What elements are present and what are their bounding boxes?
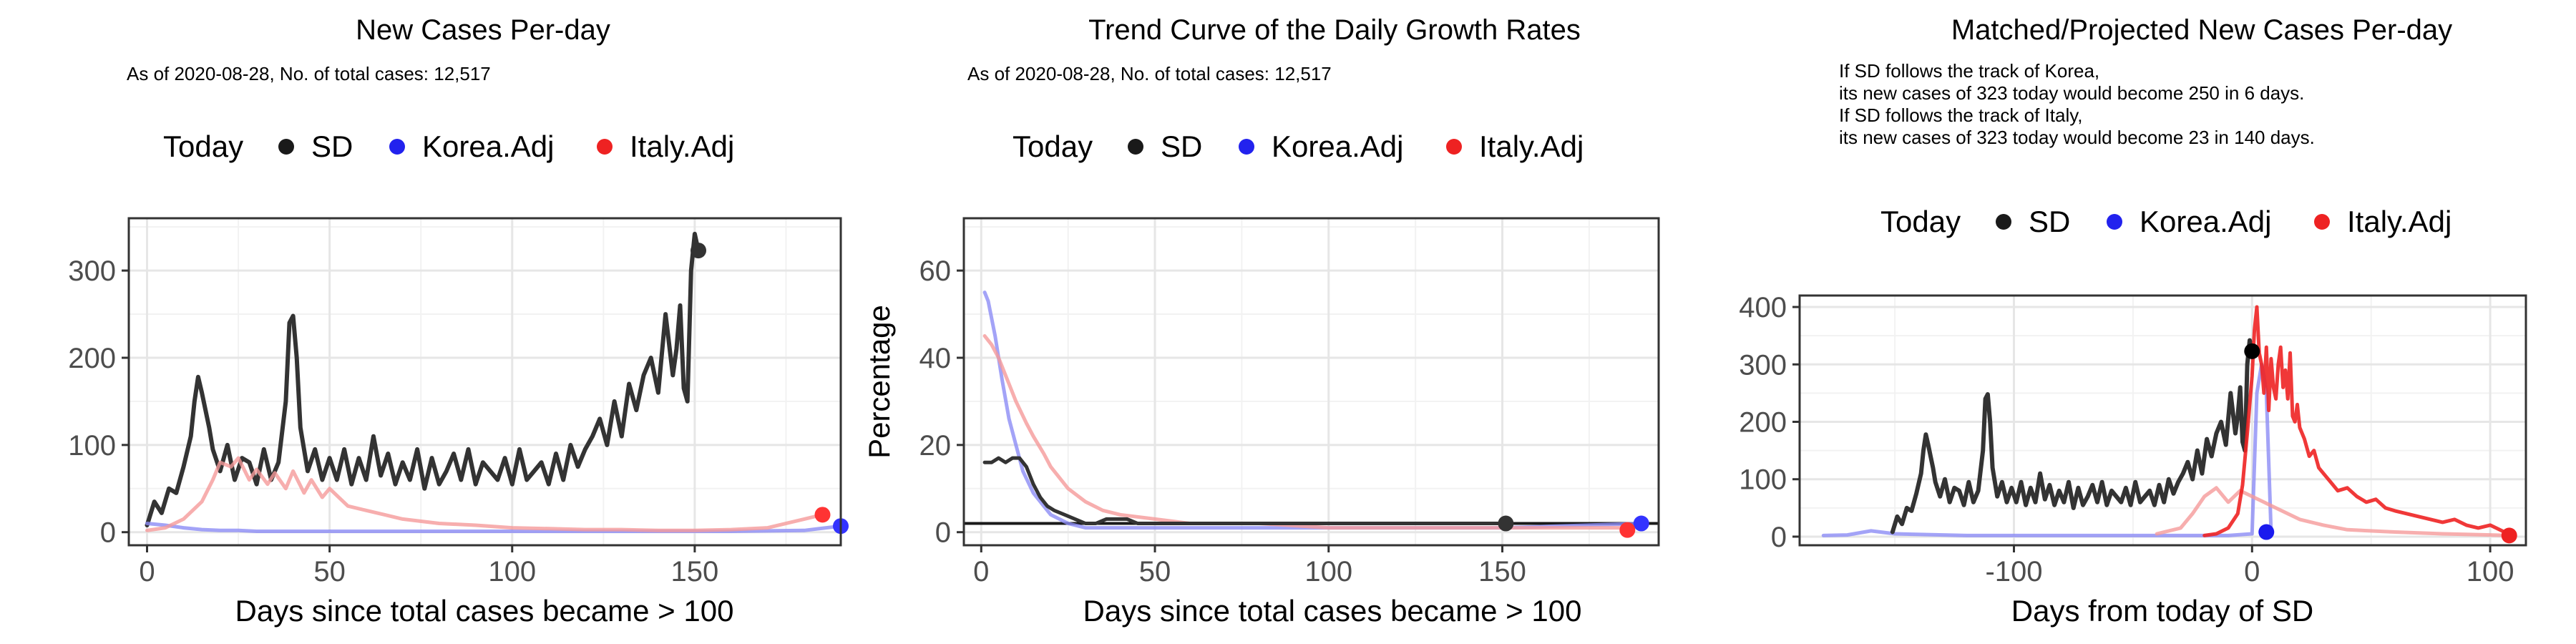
today-point-korea-adj [1633, 515, 1649, 532]
x-tick-label: 100 [2467, 556, 2514, 587]
legend-title: Today [163, 130, 243, 163]
x-tick-label: 150 [1478, 556, 1526, 587]
legend-label: Italy.Adj [630, 130, 734, 163]
x-tick-label: 0 [973, 556, 989, 587]
legend-label: SD [311, 130, 353, 163]
y-tick-label: 0 [935, 517, 951, 549]
plot-background [964, 218, 1659, 545]
plot-border [1798, 294, 2527, 547]
y-tick-label: 200 [1739, 407, 1787, 439]
plot-border [962, 217, 1660, 547]
series-group [982, 291, 1644, 530]
x-tick-label: 100 [1304, 556, 1352, 587]
y-tick-label: 400 [1739, 292, 1787, 323]
legend-label: SD [2029, 205, 2070, 238]
legend-key-korea-adj [2107, 214, 2122, 230]
legend-label: Korea.Adj [2140, 205, 2271, 238]
chart-panel-2: Trend Curve of the Daily Growth Rates As … [862, 14, 1660, 628]
today-point-italy-adj [2501, 527, 2517, 544]
chart-subtitle-line: As of 2020-08-28, No. of total cases: 12… [967, 63, 1332, 84]
series-line-sd [1890, 338, 2255, 535]
chart-subtitle-line: As of 2020-08-28, No. of total cases: 12… [127, 63, 491, 84]
chart-subtitle-line: If SD follows the track of Korea, [1839, 60, 2099, 82]
chart-subtitle-line: its new cases of 323 today would become … [1839, 127, 2315, 148]
grid-lines [1800, 296, 2526, 545]
today-point-sd [691, 243, 706, 259]
series-line-italy-adj [982, 334, 1626, 530]
today-point-italy-adj [814, 507, 831, 523]
plot-background [129, 218, 841, 545]
grid-lines [964, 218, 1659, 545]
x-tick-label: 150 [671, 556, 719, 587]
y-tick-label: 0 [1771, 522, 1787, 553]
y-tick-label: 100 [68, 430, 116, 462]
legend-label: Korea.Adj [1272, 130, 1403, 163]
today-point-sd [2244, 343, 2260, 359]
y-tick-label: 0 [100, 517, 116, 549]
x-tick-label: 50 [313, 556, 346, 587]
series-group [145, 231, 841, 533]
chart-title: Trend Curve of the Daily Growth Rates [1088, 14, 1581, 46]
y-tick-label: 60 [919, 255, 952, 287]
legend-key-sd [1128, 139, 1143, 155]
series-line-italy-adj [145, 456, 824, 532]
y-tick-label: 40 [919, 343, 952, 374]
y-tick-label: 20 [919, 430, 952, 462]
chart-title: New Cases Per-day [356, 14, 610, 46]
chart-legend: Today SD Korea.Adj Italy.Adj [1013, 130, 1584, 163]
chart-panel-1: New Cases Per-day As of 2020-08-28, No. o… [68, 14, 849, 628]
legend-label: Italy.Adj [1479, 130, 1584, 163]
series-line-italy-adj [2155, 486, 2512, 537]
legend-key-sd [1996, 214, 2011, 230]
legend-label: Korea.Adj [422, 130, 554, 163]
chart-panel-3: Matched/Projected New Cases Per-day If SD… [1739, 14, 2527, 628]
x-tick-label: 0 [139, 556, 155, 587]
legend-title: Today [1880, 205, 1961, 238]
legend-key-korea-adj [1239, 139, 1254, 155]
x-tick-label: 50 [1139, 556, 1171, 587]
legend-key-italy-adj [2314, 214, 2330, 230]
legend-key-italy-adj [597, 139, 613, 155]
chart-title: Matched/Projected New Cases Per-day [1951, 14, 2452, 46]
legend-label: Italy.Adj [2347, 205, 2451, 238]
today-point-korea-adj [2258, 524, 2275, 540]
y-tick-label: 300 [68, 255, 116, 287]
chart-legend: Today SD Korea.Adj Italy.Adj [163, 130, 734, 163]
legend-title: Today [1013, 130, 1093, 163]
series-line-sd [982, 456, 1508, 525]
chart-subtitle-line: If SD follows the track of Italy, [1839, 104, 2083, 126]
x-axis-title: Days since total cases became > 100 [1083, 594, 1582, 628]
today-point-sd [1498, 515, 1514, 532]
y-tick-label: 200 [68, 343, 116, 374]
legend-key-sd [278, 139, 294, 155]
x-axis-title: Days from today of SD [2011, 594, 2313, 628]
series-line-italy-adj [2202, 305, 2512, 537]
legend-key-korea-adj [389, 139, 405, 155]
series-line-sd [145, 231, 701, 527]
x-tick-label: 100 [488, 556, 536, 587]
chart-subtitle-line: its new cases of 323 today would become … [1839, 82, 2304, 104]
series-group [1821, 305, 2512, 537]
today-point-italy-adj [1619, 522, 1636, 538]
y-tick-label: 100 [1739, 464, 1787, 496]
legend-key-italy-adj [1446, 139, 1462, 155]
x-tick-label: -100 [1985, 556, 2042, 587]
x-axis-title: Days since total cases became > 100 [235, 594, 734, 628]
legend-label: SD [1161, 130, 1202, 163]
plot-border [127, 217, 842, 547]
y-axis-title: Percentage [862, 305, 896, 459]
chart-legend: Today SD Korea.Adj Italy.Adj [1880, 205, 2451, 238]
x-tick-label: 0 [2244, 556, 2260, 587]
y-tick-label: 300 [1739, 349, 1787, 381]
